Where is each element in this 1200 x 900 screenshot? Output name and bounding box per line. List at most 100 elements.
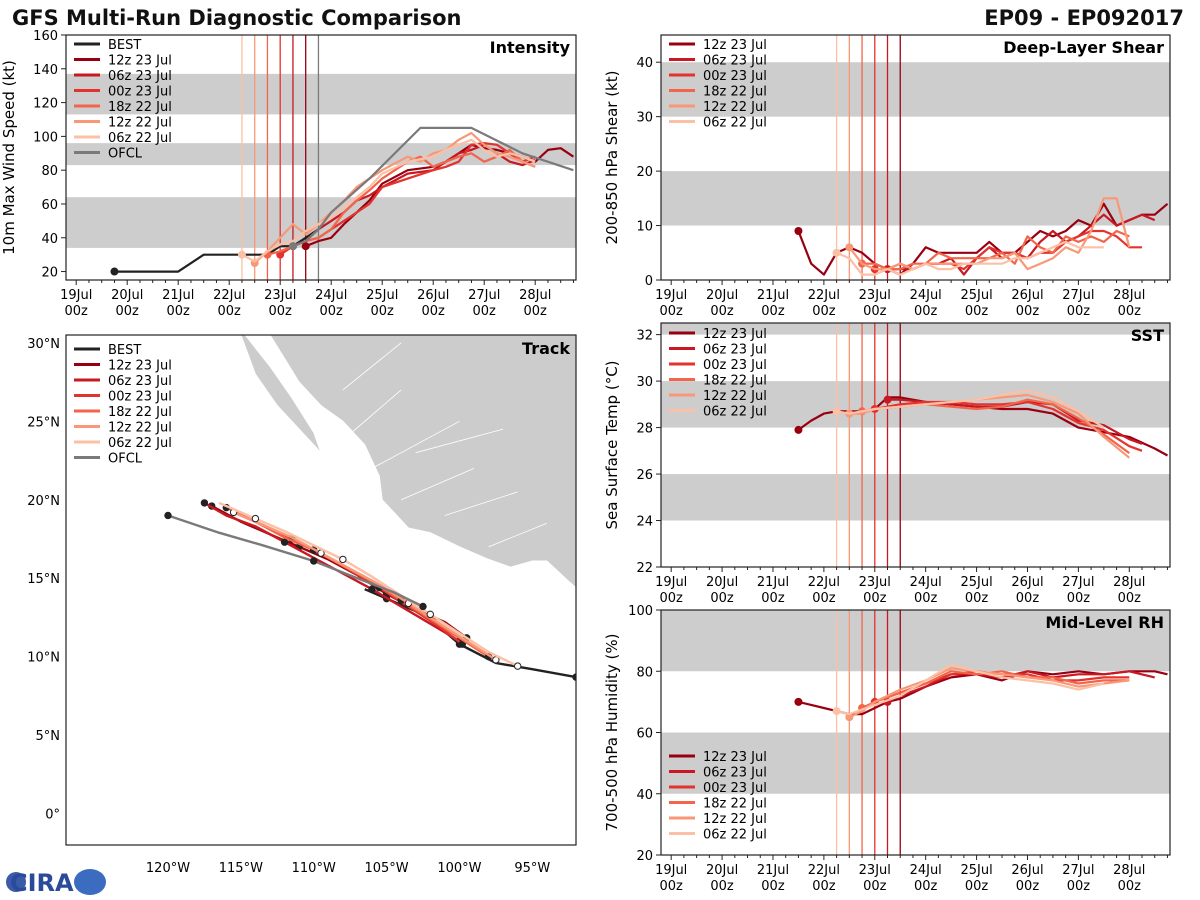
shear-legend-label-3: 18z 22 Jul xyxy=(703,85,767,100)
shear-band-1 xyxy=(661,62,1170,117)
intensity-ytick-label-6: 140 xyxy=(33,63,58,78)
track-title: Track xyxy=(522,339,570,358)
sst-xtick-label-7: 26Jul xyxy=(1011,575,1043,590)
intensity-init-marker-r12z23 xyxy=(301,242,310,251)
track-state-border-2 xyxy=(400,468,475,501)
sst-chart: 22242628303219Jul00z20Jul00z21Jul00z22Ju… xyxy=(603,322,1171,606)
intensity-xtick-label-z-5: 00z xyxy=(320,304,344,319)
rh-ylabel: 700-500 hPa Humidity (%) xyxy=(603,633,621,831)
shear-xtick-label-3: 22Jul xyxy=(808,288,840,303)
track-xtick-label-4: 100°W xyxy=(437,861,481,876)
track-state-border-6 xyxy=(415,428,504,454)
intensity-xtick-label-6: 25Jul xyxy=(366,288,398,303)
shear-init-marker-r06z22 xyxy=(832,248,841,257)
track-xtick-label-5: 95°W xyxy=(514,861,550,876)
track-point-r06z23 xyxy=(200,499,209,507)
intensity-legend-label-1: 12z 23 Jul xyxy=(108,54,172,69)
sst-xtick-label-9: 28Jul xyxy=(1113,575,1145,590)
shear-xtick-label-z-4: 00z xyxy=(863,304,887,319)
sst-ytick-label-1: 24 xyxy=(636,515,653,530)
shear-xtick-label-8: 27Jul xyxy=(1062,288,1094,303)
rh-xtick-label-z-1: 00z xyxy=(710,879,734,894)
rh-xtick-label-z-4: 00z xyxy=(863,879,887,894)
cira-logo-globe xyxy=(6,872,26,892)
shear-chart: 01020304019Jul00z20Jul00z21Jul00z22Jul00… xyxy=(603,34,1171,319)
shear-xtick-label-0: 19Jul xyxy=(655,288,687,303)
shear-xtick-label-z-9: 00z xyxy=(1118,304,1142,319)
rh-ytick-label-2: 60 xyxy=(636,727,653,742)
rh-legend-label-5: 06z 22 Jul xyxy=(703,828,767,843)
track-point-r06z23 xyxy=(280,538,289,546)
track-state-border-1 xyxy=(371,420,460,469)
track-legend-label-3: 00z 23 Jul xyxy=(108,390,172,405)
rh-xtick-label-z-7: 00z xyxy=(1016,879,1040,894)
intensity-xtick-label-9: 28Jul xyxy=(519,288,551,303)
rh-xtick-label-1: 20Jul xyxy=(706,863,738,878)
rh-legend-label-1: 06z 23 Jul xyxy=(703,766,767,781)
intensity-xtick-label-7: 26Jul xyxy=(417,288,449,303)
track-ytick-label-4: 20°N xyxy=(27,494,60,509)
sst-series-r06z22 xyxy=(836,389,1105,429)
intensity-ytick-label-5: 120 xyxy=(33,97,58,112)
intensity-legend-label-0: BEST xyxy=(108,38,141,53)
intensity-xtick-label-z-1: 00z xyxy=(116,304,140,319)
sst-legend-label-5: 06z 22 Jul xyxy=(703,405,767,420)
sst-ytick-label-4: 30 xyxy=(636,375,653,390)
track-state-border-3 xyxy=(444,491,518,516)
track-series-r12z22 xyxy=(233,511,497,661)
track-point-OFCL xyxy=(419,602,427,611)
shear-title: Deep-Layer Shear xyxy=(1003,38,1164,57)
rh-xtick-label-z-2: 00z xyxy=(761,879,785,894)
rh-xtick-label-z-8: 00z xyxy=(1067,879,1091,894)
intensity-xtick-label-5: 24Jul xyxy=(315,288,347,303)
intensity-legend-label-2: 06z 23 Jul xyxy=(108,69,172,84)
rh-ytick-label-4: 100 xyxy=(628,604,653,619)
intensity-series-r12z22 xyxy=(253,131,536,264)
cira-logo-badge xyxy=(74,869,106,895)
rh-legend-label-4: 12z 22 Jul xyxy=(703,812,767,827)
sst-xtick-label-1: 20Jul xyxy=(706,575,738,590)
rh-chart: 2040608010019Jul00z20Jul00z21Jul00z22Jul… xyxy=(603,604,1171,894)
shear-legend-label-5: 06z 22 Jul xyxy=(703,116,767,131)
shear-xtick-label-z-7: 00z xyxy=(1016,304,1040,319)
track-point-r06z23 xyxy=(368,585,376,593)
intensity-legend-label-5: 12z 22 Jul xyxy=(108,116,172,131)
sst-xtick-label-2: 21Jul xyxy=(757,575,789,590)
intensity-xtick-label-z-9: 00z xyxy=(524,304,548,319)
intensity-legend-label-3: 00z 23 Jul xyxy=(108,85,172,100)
intensity-xtick-label-z-6: 00z xyxy=(371,304,395,319)
track-xtick-label-0: 120°W xyxy=(146,861,190,876)
shear-series-r12z23 xyxy=(797,202,1169,276)
intensity-xtick-label-3: 22Jul xyxy=(213,288,245,303)
sst-ylabel: Sea Surface Temp (°C) xyxy=(603,360,621,529)
sst-init-marker-r12z23 xyxy=(794,425,803,434)
intensity-series-OFCL xyxy=(292,126,574,248)
track-xtick-label-2: 110°W xyxy=(292,861,336,876)
rh-init-marker-r12z22 xyxy=(845,713,854,722)
intensity-chart: 2040608010012014016019Jul00z20Jul00z21Ju… xyxy=(0,29,577,319)
shear-ytick-label-3: 30 xyxy=(636,111,653,126)
rh-xtick-label-9: 28Jul xyxy=(1113,863,1145,878)
intensity-xtick-label-z-2: 00z xyxy=(167,304,191,319)
shear-xtick-label-6: 25Jul xyxy=(960,288,992,303)
rh-xtick-label-z-6: 00z xyxy=(965,879,989,894)
intensity-init-marker-r06z22 xyxy=(237,250,246,259)
shear-xtick-label-5: 24Jul xyxy=(910,288,942,303)
shear-xtick-label-z-1: 00z xyxy=(710,304,734,319)
page-title: GFS Multi-Run Diagnostic Comparison xyxy=(12,6,462,30)
sst-xtick-label-z-8: 00z xyxy=(1067,591,1091,606)
sst-xtick-label-z-0: 00z xyxy=(659,591,683,606)
intensity-ytick-label-1: 40 xyxy=(41,232,58,247)
track-legend-label-2: 06z 23 Jul xyxy=(108,374,172,389)
sst-xtick-label-8: 27Jul xyxy=(1062,575,1094,590)
sst-xtick-label-z-4: 00z xyxy=(863,591,887,606)
sst-ytick-label-2: 26 xyxy=(636,468,653,483)
sst-xtick-label-z-6: 00z xyxy=(965,591,989,606)
track-point-r06z22 xyxy=(514,662,522,670)
track-legend-label-7: OFCL xyxy=(108,452,143,467)
shear-ytick-label-2: 20 xyxy=(636,165,653,180)
rh-title: Mid-Level RH xyxy=(1045,613,1164,632)
rh-xtick-label-8: 27Jul xyxy=(1062,863,1094,878)
track-ytick-label-2: 10°N xyxy=(27,651,60,666)
rh-legend-label-2: 00z 23 Jul xyxy=(703,781,767,796)
